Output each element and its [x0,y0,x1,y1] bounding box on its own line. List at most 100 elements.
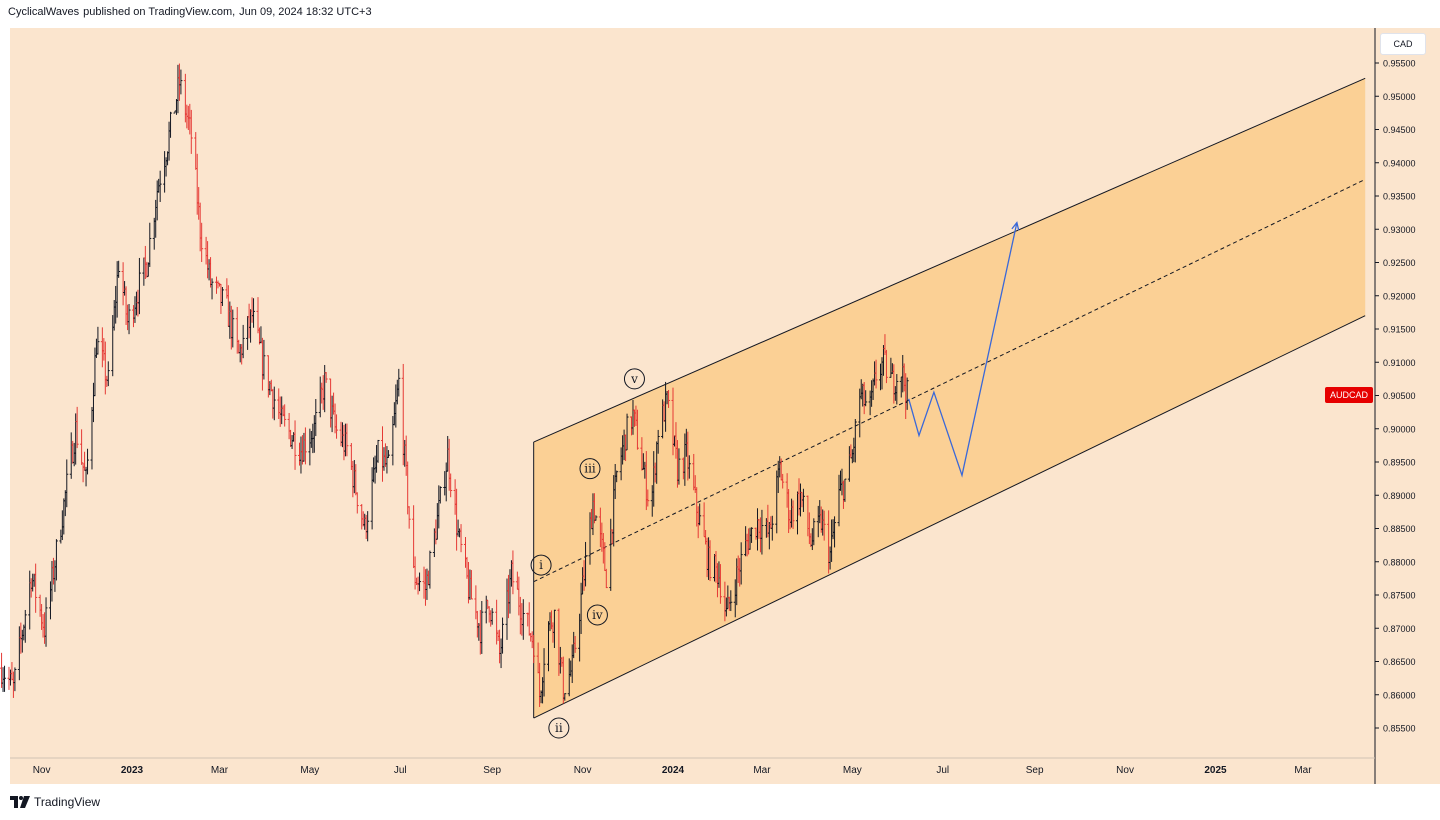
ohlc-bar [563,693,567,701]
projection-path[interactable] [908,221,1020,478]
projection-arrowhead [1011,221,1020,231]
wave-label-circle [530,554,552,576]
wave-label: iv [586,604,608,626]
wave-label-text: iii [584,462,596,476]
ohlc-bar [13,667,17,692]
ohlc-bar [158,170,162,202]
ohlc-bar [760,509,764,555]
ohlc-bar [750,527,754,543]
price-tick-label: 0.92000 [1383,291,1416,301]
ohlc-bar [189,109,193,154]
publish-timestamp: Jun 09, 2024 18:32 UTC+3 [239,6,372,18]
ohlc-bar [303,427,307,465]
ohlc-bar [345,423,349,457]
time-axis-background[interactable] [10,758,1440,784]
price-tick-label: 0.94000 [1383,158,1416,168]
ohlc-bar [220,287,224,306]
price-tick-label: 0.87500 [1383,591,1416,601]
price-tick-label: 0.88000 [1383,557,1416,567]
brand-name: TradingView [34,795,101,809]
ohlc-bar [54,539,58,581]
ohlc-bar [106,361,110,387]
ohlc-bar [739,542,743,585]
ohlc-bar [366,511,370,542]
time-tick-label: 2023 [121,765,144,776]
ohlc-bar [781,473,785,489]
time-tick-label: Sep [483,765,501,776]
ohlc-bar [44,597,48,647]
ohlc-bar [293,420,297,470]
channel-lower-line [533,315,1366,719]
price-tick-label: 0.89000 [1383,491,1416,501]
ohlc-bar [459,524,463,553]
ohlc-bar [169,111,173,138]
ohlc-bar [314,399,318,437]
ohlc-bar [210,278,214,300]
ohlc-bar [853,418,857,463]
ohlc-bar [418,572,422,592]
ohlc-bar [3,665,7,692]
ohlc-bar [635,409,639,450]
ohlc-bar [272,386,276,421]
ohlc-bar [96,326,100,355]
price-bars [0,63,909,708]
ohlc-bar [428,550,432,589]
wave-label-text: v [630,372,638,386]
currency-label[interactable]: CAD [1380,33,1426,55]
ohlc-bar [884,349,888,384]
ohlc-bar [438,486,442,504]
price-axis: 0.85500 0.86000 0.86500 0.87000 0.87500 0.880… [1375,59,1416,734]
ohlc-bar [449,473,453,498]
ohlc-bar [770,515,774,541]
ohlc-bar [833,516,837,548]
time-tick-label: Sep [1026,765,1044,776]
ohlc-bar [179,69,183,95]
price-tick-label: 0.94500 [1383,125,1416,135]
ohlc-bar [708,540,712,582]
ohlc-bar [729,590,733,612]
time-tick-label: May [300,765,319,776]
time-tick-label: Nov [33,765,51,776]
price-tick-label: 0.91500 [1383,325,1416,335]
author-name[interactable]: CyclicalWaves [8,6,80,18]
ohlc-bar [117,260,121,278]
ohlc-bar [335,414,339,439]
ohlc-bar [874,359,878,389]
ohlc-bar [490,608,494,625]
ohlc-bar [34,563,38,613]
time-tick-label: Mar [211,765,229,776]
time-tick-label: Mar [1294,765,1312,776]
time-tick-label: 2025 [1204,765,1227,776]
price-tick-label: 0.90000 [1383,424,1416,434]
ohlc-bar [812,518,816,546]
wave-label: ii [548,717,570,739]
wave-label-text: iv [592,608,603,622]
price-axis-background[interactable] [1375,28,1440,758]
price-tick-label: 0.93500 [1383,192,1416,202]
ohlc-bar [407,506,411,529]
ohlc-bar [895,374,899,405]
price-tick-label: 0.87000 [1383,624,1416,634]
ohlc-bar [324,372,328,383]
price-tick-label: 0.90500 [1383,391,1416,401]
ohlc-bar [241,324,245,359]
wave-label: iii [579,458,601,480]
ohlc-bar [656,429,660,454]
ohlc-bar [718,564,722,604]
price-tick-label: 0.86000 [1383,690,1416,700]
ohlc-bar [552,609,556,648]
ohlc-bar [584,541,588,587]
ohlc-bar [397,368,401,397]
ohlc-bar [376,439,380,463]
ohlc-bar [511,550,515,595]
ohlc-bar [501,617,505,654]
ohlc-bar [252,298,256,328]
wave-label-text: i [539,558,543,572]
ohlc-bar [262,339,266,380]
ohlc-bar [791,500,795,530]
ohlc-bar [480,601,484,654]
wave-label-circle [623,368,645,390]
ohlc-bar [148,222,152,267]
ohlc-bar [646,489,650,507]
